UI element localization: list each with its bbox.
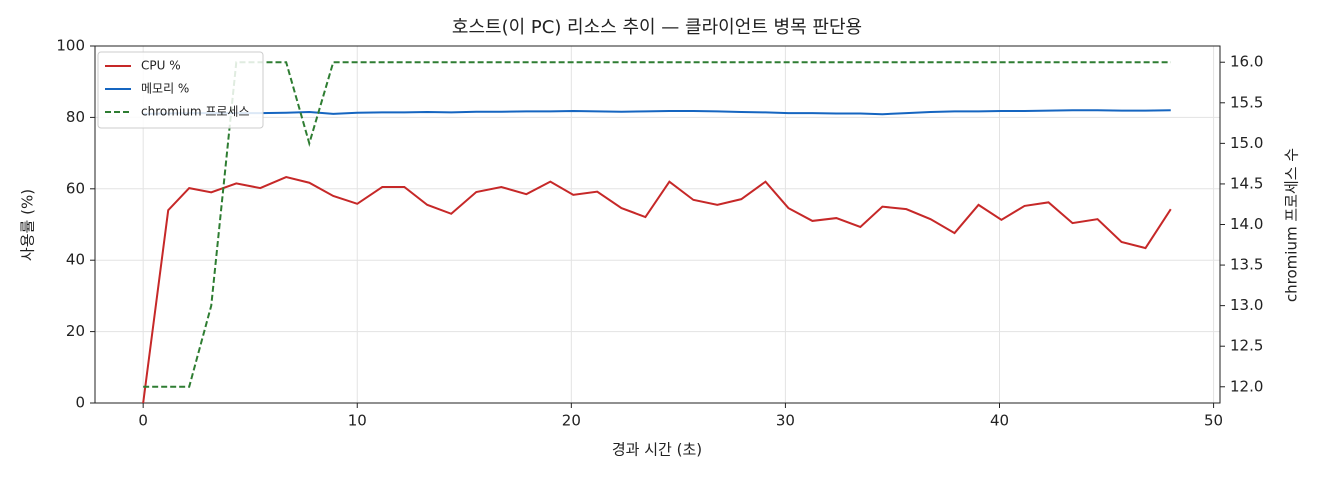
y2-tick-label: 15.5 <box>1230 93 1263 111</box>
y-tick-label: 100 <box>56 37 85 55</box>
x-tick-label: 20 <box>562 412 581 430</box>
series-line <box>143 61 1171 388</box>
x-tick-label: 50 <box>1204 412 1223 430</box>
y-axis-label: 사용률 (%) <box>19 189 37 261</box>
y2-tick-label: 14.0 <box>1230 215 1263 233</box>
x-tick-label: 0 <box>138 412 148 430</box>
y2-tick-label: 14.5 <box>1230 174 1263 192</box>
y2-tick-label: 13.0 <box>1230 296 1263 314</box>
series-line <box>143 109 1171 116</box>
x-tick-label: 40 <box>990 412 1009 430</box>
x-tick-label: 10 <box>348 412 367 430</box>
legend-label: 메모리 % <box>141 82 189 96</box>
legend-label: chromium 프로세스 <box>141 105 250 119</box>
y2-tick-label: 12.0 <box>1230 377 1263 395</box>
x-axis-label: 경과 시간 (초) <box>612 441 702 459</box>
plot-frame <box>94 45 1221 404</box>
y2-tick-label: 13.5 <box>1230 256 1263 274</box>
y-tick-label: 20 <box>66 322 85 340</box>
y-tick-label: 40 <box>66 251 85 269</box>
y-tick-label: 60 <box>66 179 85 197</box>
y-tick-label: 80 <box>66 108 85 126</box>
y2-tick-label: 15.0 <box>1230 134 1263 152</box>
legend-label: CPU % <box>141 59 181 73</box>
series-line <box>142 175 1172 404</box>
legend-box <box>97 51 264 129</box>
y2-axis-label: chromium 프로세스 수 <box>1283 148 1301 302</box>
y-tick-label: 0 <box>75 394 85 412</box>
y2-tick-label: 16.0 <box>1230 53 1263 71</box>
x-tick-label: 30 <box>776 412 795 430</box>
y2-tick-label: 12.5 <box>1230 337 1263 355</box>
chart-title: 호스트(이 PC) 리소스 추이 — 클라이언트 병목 판단용 <box>452 17 862 38</box>
